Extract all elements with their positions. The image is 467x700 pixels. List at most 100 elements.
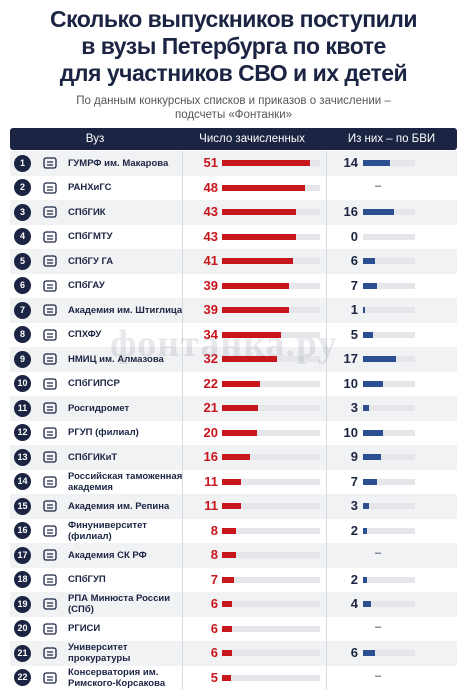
university-name: Академия им. Репина [68,500,170,512]
bvi-bar [363,160,391,167]
bvi-bar [363,429,383,436]
table-row: 19 РПА Минюста России (СПб) 6 4 [10,592,457,617]
table-row: 21 Университет прокуратуры 6 6 [10,641,457,666]
enrolled-value: 16 [203,449,218,465]
bvi-bar [363,454,381,461]
icon [42,425,58,441]
university-name: ГУМРФ им. Макарова [68,157,169,169]
rank-badge: 12 [14,424,31,442]
bvi-value: 2 [350,571,358,587]
icon [42,670,58,686]
bvi-value: 10 [343,424,358,440]
column-separator [182,518,183,543]
bvi-bar [363,380,383,387]
bar-track [222,576,320,583]
table-row: 17 Академия СК РФ 8 – [10,543,457,568]
column-separator [182,322,183,347]
enrolled-value: 6 [210,645,218,661]
university-name: РПА Минюста России (СПб) [68,593,171,616]
enrolled-value: 32 [203,351,218,367]
bvi-value: – [375,179,382,192]
icon-glyph [43,500,57,512]
rank-badge: 22 [14,669,31,687]
rank-badge: 2 [14,179,31,197]
university-name: СПбГМТУ [68,231,113,243]
bvi-bar [363,527,367,534]
enrolled-bar [222,184,306,191]
icon-glyph [43,206,57,218]
icon-glyph [43,378,57,390]
column-separator [326,347,327,372]
bvi-value: – [375,669,382,682]
column-separator [182,298,183,323]
table-row: 4 СПбГМТУ 43 0 [10,224,457,249]
university-name: СПбГИК [68,206,106,218]
icon [42,498,58,514]
column-separator [182,273,183,298]
table-row: 10 СПбГИПСР 22 10 [10,371,457,396]
column-separator [326,567,327,592]
rank-badge: 13 [14,448,31,466]
university-name: РГУП (филиал) [68,427,139,439]
icon-glyph [43,476,57,488]
rank-badge: 16 [14,522,31,540]
column-separator [326,543,327,568]
bvi-value: – [375,620,382,633]
icon-glyph [43,574,57,586]
enrolled-bar [222,625,233,632]
icon [42,523,58,539]
university-name: СПХФУ [68,329,102,341]
table-row: 5 СПбГУ ГА 41 6 [10,249,457,274]
rank-badge: 7 [14,301,31,319]
bvi-value: 3 [350,498,358,514]
enrolled-value: 21 [203,400,218,416]
bar-track [363,380,415,387]
icon [42,621,58,637]
column-separator [182,494,183,519]
rank-badge: 10 [14,375,31,393]
table-row: 16 Финуниверситет (филиал) 8 2 [10,518,457,543]
bvi-value: 16 [343,204,358,220]
bvi-bar [363,650,375,657]
icon [42,474,58,490]
column-separator [182,175,183,200]
enrolled-bar [222,503,242,510]
icon-glyph [43,598,57,610]
enrolled-value: 8 [210,547,218,563]
enrolled-value: 41 [203,253,218,269]
enrolled-bar [222,674,231,681]
enrolled-value: 39 [203,302,218,318]
bar-track [222,650,320,657]
column-separator [182,616,183,641]
table-row: 12 РГУП (филиал) 20 10 [10,420,457,445]
rank-badge: 6 [14,277,31,295]
table-row: 15 Академия им. Репина 11 3 [10,494,457,519]
rank-badge: 4 [14,228,31,246]
enrolled-bar [222,429,257,436]
enrolled-value: 5 [210,669,218,685]
bvi-value: 1 [350,302,358,318]
icon-glyph [43,157,57,169]
enrolled-bar [222,282,290,289]
enrolled-bar [222,454,250,461]
bvi-value: 7 [350,473,358,489]
enrolled-value: 8 [210,522,218,538]
icon-glyph [43,231,57,243]
bar-track [363,503,415,510]
bvi-value: 7 [350,277,358,293]
bar-track [363,601,415,608]
icon [42,278,58,294]
column-separator [326,518,327,543]
bar-track [363,576,415,583]
bar-track [363,282,415,289]
bvi-value: 0 [350,228,358,244]
rank-badge: 18 [14,571,31,589]
enrolled-value: 48 [203,179,218,195]
enrolled-value: 11 [204,498,218,514]
column-separator [182,396,183,421]
bar-track [222,380,320,387]
column-separator [182,224,183,249]
university-name: Консерватория им. Римского-Корсакова [68,666,166,689]
enrolled-bar [222,650,233,657]
bar-track [222,503,320,510]
